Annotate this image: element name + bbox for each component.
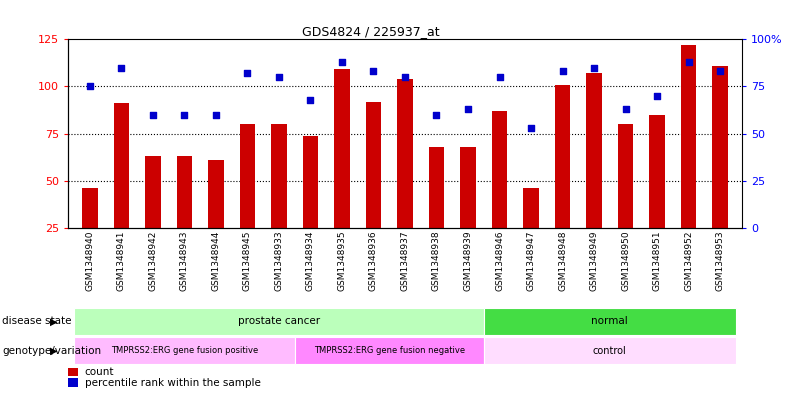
Point (398, 74, 412, 80)
Bar (429, 147, 444, 228)
Bar (176, 156, 192, 228)
Bar (82, 188, 98, 228)
Bar (68, 378, 78, 387)
Bar (74, 338, 294, 364)
Bar (397, 79, 413, 228)
Bar (271, 124, 286, 228)
Point (461, 106, 474, 112)
Point (84, 83, 97, 90)
Point (493, 74, 506, 80)
Bar (74, 308, 484, 334)
Point (524, 125, 537, 131)
Bar (460, 147, 476, 228)
Point (713, 68, 726, 75)
Point (367, 68, 380, 75)
Point (147, 112, 160, 118)
Bar (145, 156, 160, 228)
Point (619, 106, 632, 112)
Point (556, 68, 569, 75)
Bar (208, 160, 223, 228)
Bar (712, 66, 728, 228)
Bar (484, 338, 736, 364)
Point (336, 59, 349, 65)
Point (430, 112, 443, 118)
Text: control: control (593, 346, 626, 356)
Text: prostate cancer: prostate cancer (238, 316, 320, 326)
Text: normal: normal (591, 316, 628, 326)
Point (650, 93, 663, 99)
Bar (113, 103, 129, 228)
Bar (492, 111, 508, 228)
Text: TMPRSS2:ERG gene fusion negative: TMPRSS2:ERG gene fusion negative (314, 346, 464, 355)
Text: genotype/variation: genotype/variation (2, 346, 101, 356)
Bar (294, 338, 484, 364)
Bar (555, 84, 571, 228)
Bar (365, 101, 381, 228)
Bar (523, 188, 539, 228)
Text: count: count (85, 367, 114, 377)
Title: GDS4824 / 225937_at: GDS4824 / 225937_at (302, 25, 440, 38)
Text: ▶: ▶ (49, 346, 57, 356)
Bar (587, 73, 602, 228)
Text: TMPRSS2:ERG gene fusion positive: TMPRSS2:ERG gene fusion positive (111, 346, 258, 355)
Bar (618, 124, 634, 228)
Point (682, 59, 695, 65)
Text: percentile rank within the sample: percentile rank within the sample (85, 378, 261, 388)
Bar (302, 136, 318, 228)
Bar (484, 308, 736, 334)
Text: ▶: ▶ (49, 316, 57, 326)
Bar (239, 124, 255, 228)
Point (273, 74, 286, 80)
Point (241, 70, 254, 76)
Point (115, 64, 128, 71)
Point (210, 112, 223, 118)
Bar (68, 368, 78, 376)
Bar (650, 115, 665, 228)
Point (304, 97, 317, 103)
Point (178, 112, 191, 118)
Bar (681, 45, 697, 228)
Text: disease state: disease state (2, 316, 72, 326)
Bar (334, 70, 350, 228)
Point (587, 64, 600, 71)
